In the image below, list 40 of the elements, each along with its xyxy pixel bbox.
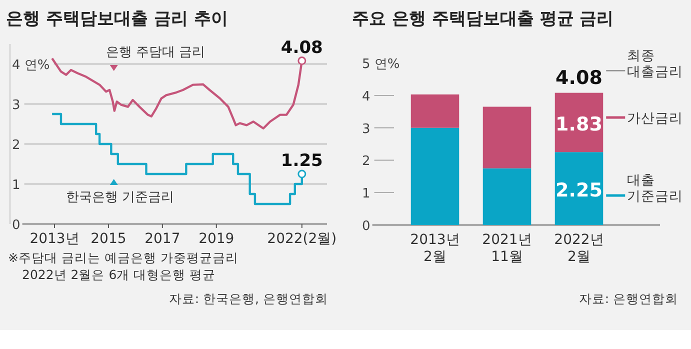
- x-tick-label: 2022년 2월: [554, 232, 604, 265]
- bar: [482, 168, 532, 225]
- y-tick-label: 3: [12, 98, 20, 113]
- chart-title: 은행 주택담보대출 금리 추이: [6, 9, 228, 29]
- x-tick-label: 2015: [90, 231, 126, 247]
- y-tick-label: 0: [362, 219, 370, 234]
- y-tick-label: 1: [12, 178, 20, 193]
- series-label: 대출 기준금리: [627, 172, 684, 205]
- series-label: 은행 주담대 금리: [106, 45, 206, 60]
- x-tick-label: 2022(2월): [267, 231, 337, 247]
- text: 자료: 은행연합회: [578, 291, 678, 306]
- text: 2022년 2월은 6개 대형은행 평균: [22, 267, 216, 282]
- chart-title: 주요 은행 주택담보대출 평균 금리: [352, 9, 614, 29]
- y-tick-label: 0: [12, 218, 20, 233]
- bar: [554, 152, 604, 225]
- data-label: 1.83: [556, 113, 602, 136]
- annotation: 최종 대출금리: [627, 48, 684, 80]
- text: 자료: 한국은행, 은행연합회: [168, 291, 328, 306]
- x-tick-label: 2017: [144, 231, 180, 247]
- x-tick-label: 2013년: [30, 231, 80, 247]
- data-label: 1.25: [280, 151, 323, 171]
- x-tick-label: 2013년 2월: [410, 232, 460, 265]
- y-tick-label: 4 연%: [12, 58, 50, 73]
- data-label: 2.25: [556, 180, 602, 202]
- data-label: 4.08: [280, 38, 323, 58]
- bar: [410, 128, 460, 225]
- total-label: 4.08: [556, 66, 602, 89]
- y-tick-label: 5 연%: [362, 57, 400, 72]
- x-tick-label: 2019: [198, 231, 234, 247]
- y-tick-label: 4: [362, 89, 370, 104]
- legend-label: 한국은행 기준금리: [66, 190, 174, 205]
- bar: [482, 106, 532, 168]
- y-tick-label: 3: [362, 122, 370, 137]
- y-tick-label: 2: [12, 138, 20, 153]
- text: ※주담대 금리는 예금은행 가중평균금리: [8, 250, 238, 265]
- x-tick-label: 2021년 11월: [482, 232, 532, 265]
- series-label: 가산금리: [627, 110, 684, 126]
- y-tick-label: 2: [362, 154, 370, 170]
- y-tick-label: 1: [362, 186, 370, 202]
- bar: [410, 94, 460, 128]
